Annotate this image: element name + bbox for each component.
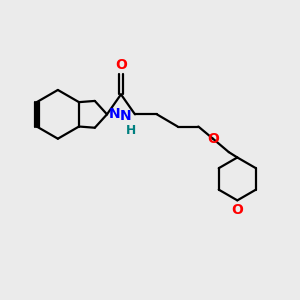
Text: O: O (115, 58, 127, 72)
Text: N: N (120, 109, 131, 123)
Text: O: O (231, 203, 243, 217)
Text: H: H (126, 124, 136, 137)
Text: N: N (109, 107, 120, 121)
Text: O: O (207, 132, 219, 146)
